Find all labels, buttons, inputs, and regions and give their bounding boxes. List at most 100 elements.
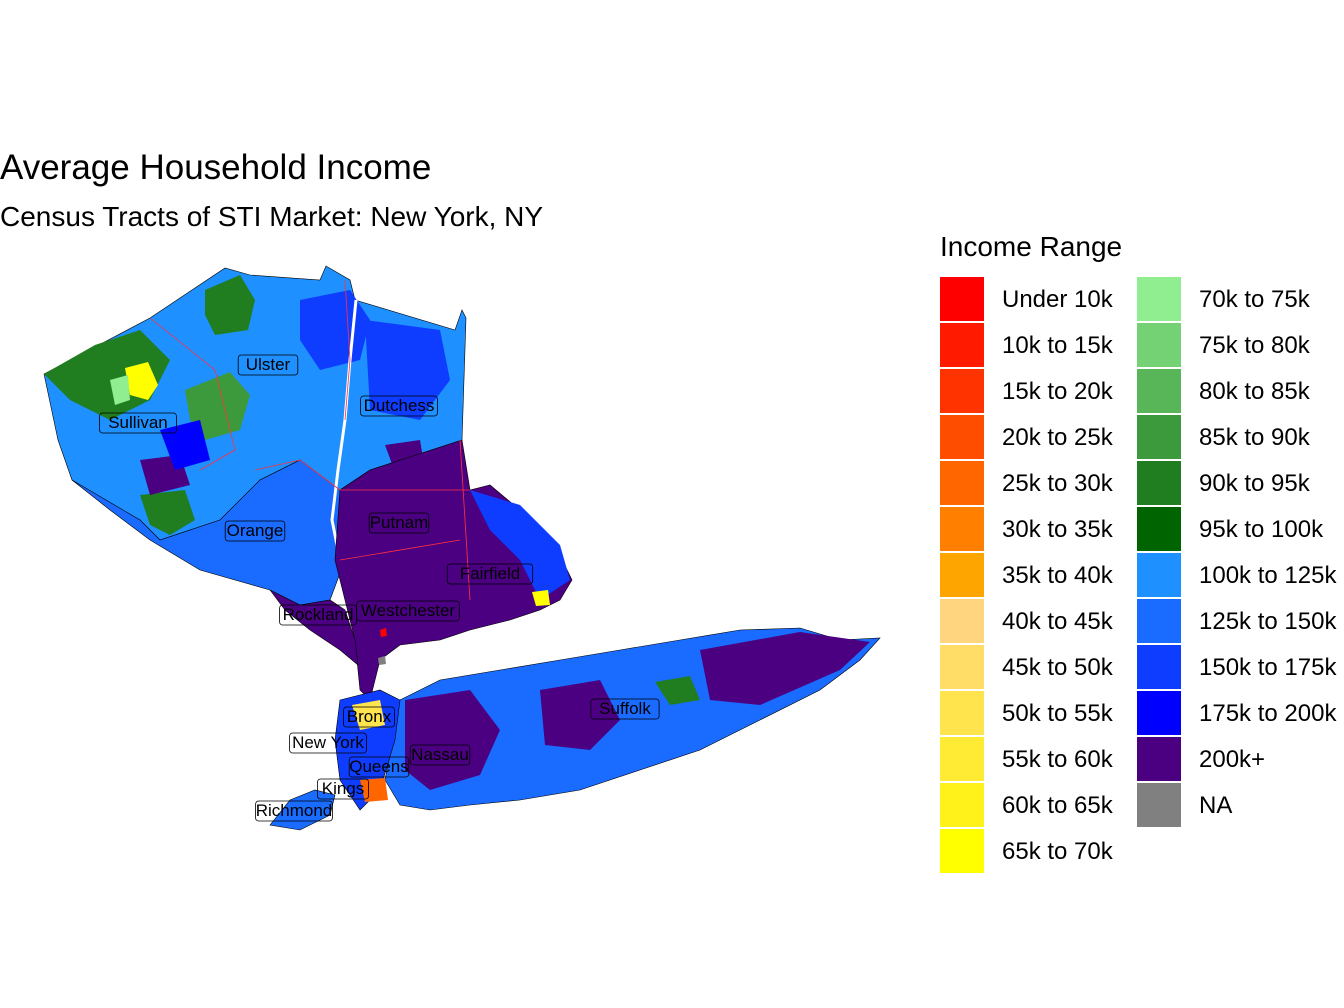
- county-label-text: Orange: [227, 521, 284, 540]
- legend-item: 30k to 35k: [940, 507, 1150, 553]
- county-label-fairfield: Fairfield: [446, 563, 534, 585]
- legend-label: 175k to 200k: [1199, 700, 1337, 727]
- county-label-box: [289, 732, 367, 754]
- legend-swatch: [940, 599, 984, 643]
- legend-item: 40k to 45k: [940, 599, 1150, 645]
- legend-item: Under 10k: [940, 277, 1150, 323]
- county-labels: Ulster Dutchess Sullivan Orange Putnam Fairfi…: [99, 354, 660, 822]
- legend-label: 90k to 95k: [1199, 470, 1310, 497]
- county-label-bronx: Bronx: [343, 706, 395, 728]
- county-label-text: Putnam: [370, 513, 429, 532]
- legend-swatch: [1137, 553, 1181, 597]
- county-label-box: [360, 395, 438, 417]
- legend-label: 125k to 150k: [1199, 608, 1337, 635]
- legend-item: 75k to 80k: [1137, 323, 1344, 369]
- county-label-nassau: Nassau: [409, 744, 471, 766]
- county-shape-richmond: [269, 789, 336, 831]
- county-shape-rockland: [269, 589, 359, 666]
- boundary-line: [459, 439, 471, 601]
- legend-label: 150k to 175k: [1199, 654, 1337, 681]
- tract-purple-suffolk-east: [700, 632, 870, 705]
- county-label-box: [590, 698, 660, 720]
- legend-item: 90k to 95k: [1137, 461, 1344, 507]
- county-label-text: Sullivan: [108, 413, 168, 432]
- county-label-text: Westchester: [361, 601, 456, 620]
- legend-swatch: [940, 737, 984, 781]
- legend-label: 95k to 100k: [1199, 516, 1324, 543]
- legend-title: Income Range: [940, 231, 1123, 262]
- county-boundaries: [149, 279, 471, 601]
- county-label-text: Dutchess: [364, 396, 435, 415]
- legend-swatch: [1137, 645, 1181, 689]
- tract-blue-dutchess: [365, 320, 450, 420]
- county-label-text: Queens: [349, 757, 409, 776]
- county-label-putnam: Putnam: [368, 512, 430, 534]
- legend-item: 15k to 20k: [940, 369, 1150, 415]
- county-label-text: Fairfield: [460, 564, 520, 583]
- legend-swatch: [940, 415, 984, 459]
- county-label-text: Bronx: [347, 707, 392, 726]
- county-label-text: Kings: [322, 779, 365, 798]
- legend-label: 25k to 30k: [1002, 470, 1113, 497]
- legend-item: 45k to 50k: [940, 645, 1150, 691]
- county-label-box: [356, 600, 460, 622]
- boundary-line: [254, 459, 341, 491]
- legend-swatch: [940, 783, 984, 827]
- county-label-richmond: Richmond: [255, 800, 333, 822]
- boundary-line: [344, 279, 351, 421]
- legend-label: 50k to 55k: [1002, 700, 1113, 727]
- county-label-box: [343, 706, 395, 728]
- legend-label: 35k to 40k: [1002, 562, 1113, 589]
- tract-green-center: [185, 372, 250, 440]
- legend-swatch: [1137, 461, 1181, 505]
- county-label-text: Rockland: [283, 605, 354, 624]
- tract-yellow-bronx: [352, 700, 385, 730]
- legend-swatch: [1137, 599, 1181, 643]
- county-label-suffolk: Suffolk: [590, 698, 660, 720]
- county-label-box: [224, 520, 286, 542]
- tract-red-westchester: [380, 628, 387, 637]
- county-label-text: Suffolk: [599, 699, 651, 718]
- legend-label: 10k to 15k: [1002, 332, 1113, 359]
- county-label-new-york: New York: [289, 732, 367, 754]
- tract-green-orange: [140, 490, 195, 535]
- legend-swatch: [940, 369, 984, 413]
- legend-item: 50k to 55k: [940, 691, 1150, 737]
- legend-swatch: [1137, 415, 1181, 459]
- legend-item: 95k to 100k: [1137, 507, 1344, 553]
- legend-item: 20k to 25k: [940, 415, 1150, 461]
- tract-darkblue-ulster: [160, 420, 210, 470]
- county-label-box: [409, 744, 471, 766]
- legend-swatch: [940, 323, 984, 367]
- legend-label: 80k to 85k: [1199, 378, 1310, 405]
- county-label-sullivan: Sullivan: [99, 412, 177, 434]
- county-label-rockland: Rockland: [279, 604, 357, 626]
- legend-swatch: [1137, 277, 1181, 321]
- tract-yellow-fairfield: [532, 590, 550, 606]
- tract-blue-fairfield: [470, 490, 570, 600]
- tract-orange-kings: [360, 778, 388, 802]
- legend-item: 55k to 60k: [940, 737, 1150, 783]
- legend-label: 70k to 75k: [1199, 286, 1310, 313]
- county-label-box: [237, 354, 299, 376]
- tract-na-westchester: [378, 656, 386, 665]
- county-label-queens: Queens: [348, 756, 410, 778]
- legend-swatch: [940, 277, 984, 321]
- legend-label: 75k to 80k: [1199, 332, 1310, 359]
- legend-swatch: [1137, 691, 1181, 735]
- legend-item: 200k+: [1137, 737, 1344, 783]
- legend-item: 25k to 30k: [940, 461, 1150, 507]
- legend-label: 65k to 70k: [1002, 838, 1113, 865]
- legend-label: 45k to 50k: [1002, 654, 1113, 681]
- county-label-westchester: Westchester: [356, 600, 460, 622]
- map-subtitle: Census Tracts of STI Market: New York, N…: [0, 201, 544, 232]
- legend-item: 150k to 175k: [1137, 645, 1344, 691]
- legend-swatch: [1137, 323, 1181, 367]
- boundary-line: [149, 317, 236, 471]
- legend-item: 85k to 90k: [1137, 415, 1344, 461]
- legend-label: Under 10k: [1002, 286, 1113, 313]
- legend-swatch: [940, 645, 984, 689]
- county-label-text: Ulster: [246, 355, 291, 374]
- county-label-kings: Kings: [317, 778, 369, 800]
- county-label-box: [368, 512, 430, 534]
